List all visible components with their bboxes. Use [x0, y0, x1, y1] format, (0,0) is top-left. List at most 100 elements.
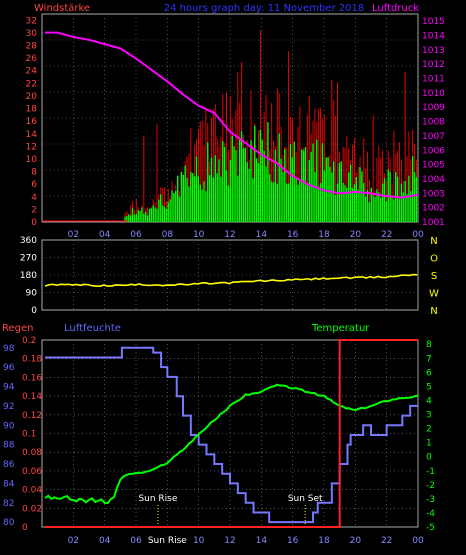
- climate-x-tick: 02: [68, 536, 79, 546]
- rain-axis-tick: 0: [22, 523, 28, 533]
- wind-x-tick: 06: [130, 230, 142, 240]
- wind-x-tick: 02: [68, 230, 79, 240]
- wind-x-tick: 04: [99, 230, 111, 240]
- wind-axis-tick: 2: [31, 205, 37, 215]
- temperature-axis-tick: 6: [426, 368, 432, 378]
- temperature-line: [44, 383, 419, 505]
- wind-axis-tick: 30: [26, 29, 38, 39]
- pressure-axis-tick: 1012: [422, 60, 445, 70]
- wind-x-tick: 14: [256, 230, 268, 240]
- wind-direction-line: [44, 273, 418, 287]
- direction-letter: O: [430, 254, 438, 265]
- pressure-axis-tick: 1010: [422, 89, 445, 99]
- header-center-label: 24 hours graph day: 11 November 2018: [164, 3, 364, 14]
- direction-letter: N: [430, 236, 437, 247]
- humidity-axis-tick: 92: [3, 402, 14, 412]
- wind-axis-tick: 0: [31, 218, 37, 228]
- wind-x-tick: 18: [318, 230, 330, 240]
- wind-axis-tick: 28: [26, 42, 38, 52]
- direction-letter: S: [431, 271, 437, 282]
- wind-x-tick: 22: [381, 230, 392, 240]
- humidity-axis-tick: 88: [3, 441, 15, 451]
- humidity-axis-tick: 94: [3, 383, 15, 393]
- climate-x-tick: 16: [287, 536, 299, 546]
- humidity-axis-tick: 86: [3, 460, 15, 470]
- pressure-axis-tick: 1013: [422, 46, 445, 56]
- wind-axis-tick: 20: [26, 92, 38, 102]
- wind-x-tick: 12: [224, 230, 235, 240]
- rain-axis-tick: 0.14: [22, 392, 42, 402]
- humidity-axis-tick: 90: [3, 421, 15, 431]
- direction-axis-tick: 270: [20, 254, 37, 264]
- wind-axis-tick: 18: [26, 105, 38, 115]
- climate-x-tick: 06: [130, 536, 142, 546]
- temperature-axis-tick: 0: [426, 453, 432, 463]
- header-right-label: Luftdruck: [372, 3, 419, 14]
- pressure-axis-tick: 1001: [422, 218, 445, 228]
- pressure-axis-tick: 1003: [422, 189, 445, 199]
- climate-x-tick: 14: [256, 536, 268, 546]
- rain-axis-tick: 0.04: [22, 486, 42, 496]
- direction-axis-tick: 360: [20, 236, 37, 246]
- rain-axis-tick: 0.12: [22, 411, 42, 421]
- rain-axis-tick: 0.08: [22, 448, 42, 458]
- direction-axis-tick: 0: [31, 306, 37, 316]
- pressure-axis-tick: 1015: [422, 17, 445, 27]
- climate-x-tick: 12: [224, 536, 235, 546]
- wind-axis-tick: 6: [31, 180, 37, 190]
- pressure-axis-tick: 1006: [422, 146, 445, 156]
- wind-axis-tick: 24: [26, 67, 38, 77]
- temperature-axis-tick: -1: [426, 467, 435, 477]
- pressure-line: [45, 31, 419, 199]
- temperature-axis-tick: -5: [426, 523, 435, 533]
- humidity-axis-tick: 84: [3, 479, 15, 489]
- wind-axis-tick: 4: [31, 193, 37, 203]
- pressure-axis-tick: 1014: [422, 32, 445, 42]
- temperature-axis-tick: 4: [426, 396, 432, 406]
- temperature-axis-tick: 7: [426, 354, 432, 364]
- wind-axis-tick: 14: [26, 130, 38, 140]
- pressure-axis-tick: 1011: [422, 75, 445, 85]
- wind-axis-tick: 12: [26, 142, 37, 152]
- direction-letter: W: [429, 289, 439, 300]
- rain-axis-tick: 0.2: [22, 336, 36, 346]
- wind-x-tick: 20: [350, 230, 362, 240]
- wind-x-tick: 16: [287, 230, 299, 240]
- temperature-axis-tick: 1: [426, 439, 432, 449]
- wind-axis-tick: 8: [31, 168, 37, 178]
- climate-x-tick: Sun Rise: [148, 536, 187, 546]
- wind-x-tick: 00: [412, 230, 424, 240]
- pressure-axis-tick: 1008: [422, 118, 445, 128]
- climate-x-tick: 20: [350, 536, 362, 546]
- wind-x-tick: 08: [162, 230, 174, 240]
- pressure-axis-tick: 1004: [422, 175, 445, 185]
- rain-line: [45, 339, 418, 528]
- pressure-axis-tick: 1002: [422, 204, 445, 214]
- temperature-label: Temperatur: [311, 323, 370, 334]
- direction-letter: N: [430, 306, 437, 317]
- rain-axis-tick: 0.06: [22, 467, 42, 477]
- pressure-axis-tick: 1007: [422, 132, 445, 142]
- rain-axis-tick: 0.1: [22, 430, 36, 440]
- rain-axis-tick: 0.18: [22, 355, 42, 365]
- temperature-axis-tick: 3: [426, 411, 432, 421]
- rain-axis-tick: 0.16: [22, 373, 42, 383]
- climate-x-tick: 00: [412, 536, 424, 546]
- direction-axis-tick: 90: [26, 289, 38, 299]
- temperature-axis-tick: 8: [426, 340, 432, 350]
- pressure-axis-tick: 1005: [422, 161, 445, 171]
- wind-axis-tick: 16: [26, 117, 38, 127]
- temperature-axis-tick: -2: [426, 481, 435, 491]
- temperature-axis-tick: 2: [426, 425, 432, 435]
- humidity-axis-tick: 98: [3, 344, 15, 354]
- climate-x-tick: 04: [99, 536, 111, 546]
- sun-set-label: Sun Set: [288, 494, 323, 504]
- wind-axis-tick: 26: [26, 54, 38, 64]
- humidity-axis-tick: 82: [3, 499, 14, 509]
- sun-rise-label: Sun Rise: [138, 494, 177, 504]
- climate-x-tick: 18: [318, 536, 330, 546]
- wind-axis-tick: 22: [26, 79, 37, 89]
- humidity-label: Luftfeuchte: [64, 323, 121, 334]
